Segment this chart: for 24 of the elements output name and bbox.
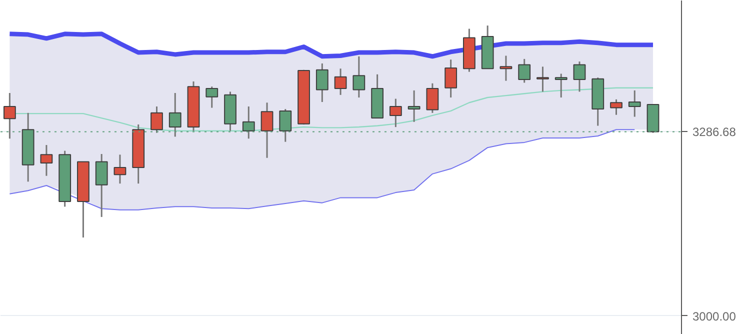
candlestick [628, 90, 641, 118]
candlestick [40, 144, 53, 177]
candlestick [426, 82, 439, 114]
candlestick [95, 153, 108, 218]
candlestick [3, 92, 16, 140]
candlestick [389, 98, 402, 128]
candlestick [610, 98, 622, 116]
candlestick [444, 58, 458, 98]
candlestick [352, 56, 366, 98]
candlestick [260, 102, 274, 159]
candlestick [334, 68, 347, 96]
candlestick [573, 60, 586, 92]
candlestick [316, 62, 328, 103]
y-tick-label: 3000.00 [692, 309, 736, 324]
line-series [9, 129, 636, 210]
candlestick [150, 106, 163, 134]
candlestick [408, 90, 420, 123]
candlestick [114, 154, 126, 184]
candlestick [500, 54, 512, 82]
y-tick-label: 3286.68 [692, 125, 736, 140]
candlestick [518, 58, 531, 84]
candlestick [536, 66, 549, 92]
candlestick [206, 86, 218, 109]
candlestick [554, 72, 568, 98]
